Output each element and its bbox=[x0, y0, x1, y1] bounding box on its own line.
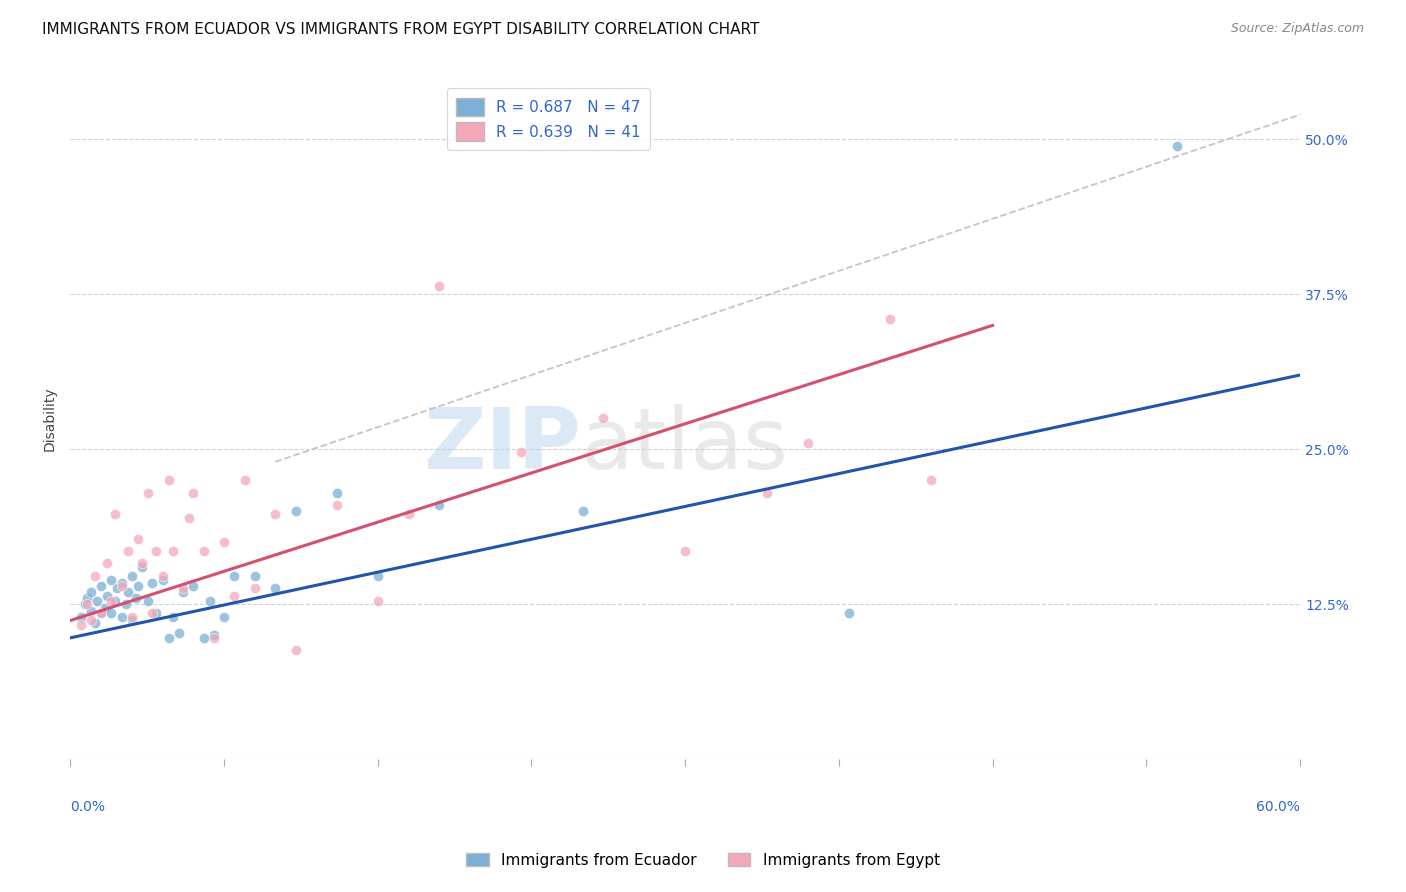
Point bbox=[152, 569, 174, 583]
Point bbox=[136, 593, 159, 607]
Point bbox=[110, 576, 132, 591]
Point bbox=[193, 631, 215, 645]
Point bbox=[127, 532, 149, 546]
Point bbox=[90, 579, 112, 593]
Point bbox=[127, 579, 149, 593]
Point bbox=[756, 485, 779, 500]
Point bbox=[326, 498, 349, 512]
Point bbox=[117, 585, 139, 599]
Point bbox=[571, 504, 593, 518]
Point bbox=[427, 278, 450, 293]
Point bbox=[84, 569, 107, 583]
Point bbox=[920, 474, 942, 488]
Point bbox=[167, 626, 190, 640]
Point bbox=[162, 609, 184, 624]
Point bbox=[157, 631, 180, 645]
Point bbox=[179, 510, 201, 524]
Point bbox=[100, 573, 122, 587]
Point bbox=[96, 589, 118, 603]
Point bbox=[157, 474, 180, 488]
Point bbox=[162, 544, 184, 558]
Point bbox=[110, 579, 132, 593]
Point bbox=[172, 581, 194, 595]
Point bbox=[233, 474, 256, 488]
Point bbox=[80, 603, 103, 617]
Point bbox=[284, 504, 307, 518]
Text: IMMIGRANTS FROM ECUADOR VS IMMIGRANTS FROM EGYPT DISABILITY CORRELATION CHART: IMMIGRANTS FROM ECUADOR VS IMMIGRANTS FR… bbox=[42, 22, 759, 37]
Point bbox=[224, 569, 246, 583]
Point bbox=[80, 585, 103, 599]
Point bbox=[326, 485, 349, 500]
Point bbox=[90, 606, 112, 620]
Point bbox=[76, 591, 98, 606]
Text: 60.0%: 60.0% bbox=[1256, 800, 1301, 814]
Point bbox=[367, 593, 389, 607]
Point bbox=[172, 585, 194, 599]
Text: atlas: atlas bbox=[581, 404, 789, 487]
Point bbox=[224, 589, 246, 603]
Point bbox=[367, 569, 389, 583]
Y-axis label: Disability: Disability bbox=[44, 386, 58, 450]
Point bbox=[73, 598, 96, 612]
Point bbox=[114, 598, 136, 612]
Point bbox=[141, 576, 163, 591]
Point bbox=[398, 507, 420, 521]
Point bbox=[107, 581, 129, 595]
Point bbox=[104, 507, 127, 521]
Point bbox=[141, 606, 163, 620]
Point bbox=[243, 569, 266, 583]
Point bbox=[264, 507, 287, 521]
Point bbox=[104, 593, 127, 607]
Point bbox=[673, 544, 696, 558]
Point bbox=[510, 445, 533, 459]
Point bbox=[125, 591, 148, 606]
Point bbox=[96, 557, 118, 571]
Point bbox=[121, 609, 143, 624]
Point bbox=[243, 581, 266, 595]
Point bbox=[284, 643, 307, 657]
Point bbox=[90, 606, 112, 620]
Point bbox=[145, 544, 167, 558]
Point bbox=[117, 544, 139, 558]
Point bbox=[110, 609, 132, 624]
Point bbox=[69, 618, 91, 632]
Point bbox=[212, 535, 235, 549]
Point bbox=[76, 598, 98, 612]
Point bbox=[121, 614, 143, 628]
Point bbox=[100, 606, 122, 620]
Point bbox=[879, 312, 901, 326]
Point bbox=[212, 609, 235, 624]
Point bbox=[131, 560, 153, 574]
Text: ZIP: ZIP bbox=[423, 404, 581, 487]
Point bbox=[121, 569, 143, 583]
Point bbox=[198, 593, 221, 607]
Text: Source: ZipAtlas.com: Source: ZipAtlas.com bbox=[1230, 22, 1364, 36]
Point bbox=[202, 628, 225, 642]
Point bbox=[838, 606, 860, 620]
Point bbox=[145, 606, 167, 620]
Point bbox=[94, 601, 117, 615]
Point bbox=[100, 593, 122, 607]
Point bbox=[193, 544, 215, 558]
Point bbox=[181, 485, 204, 500]
Point bbox=[86, 593, 108, 607]
Point bbox=[181, 579, 204, 593]
Text: 0.0%: 0.0% bbox=[70, 800, 105, 814]
Point bbox=[797, 436, 820, 450]
Point bbox=[80, 614, 103, 628]
Point bbox=[84, 615, 107, 630]
Point bbox=[202, 631, 225, 645]
Point bbox=[427, 498, 450, 512]
Point bbox=[152, 573, 174, 587]
Point bbox=[264, 581, 287, 595]
Point bbox=[131, 557, 153, 571]
Point bbox=[592, 411, 614, 425]
Point bbox=[1166, 138, 1188, 153]
Point bbox=[69, 609, 91, 624]
Legend: R = 0.687   N = 47, R = 0.639   N = 41: R = 0.687 N = 47, R = 0.639 N = 41 bbox=[447, 88, 650, 150]
Point bbox=[136, 485, 159, 500]
Legend: Immigrants from Ecuador, Immigrants from Egypt: Immigrants from Ecuador, Immigrants from… bbox=[458, 845, 948, 875]
